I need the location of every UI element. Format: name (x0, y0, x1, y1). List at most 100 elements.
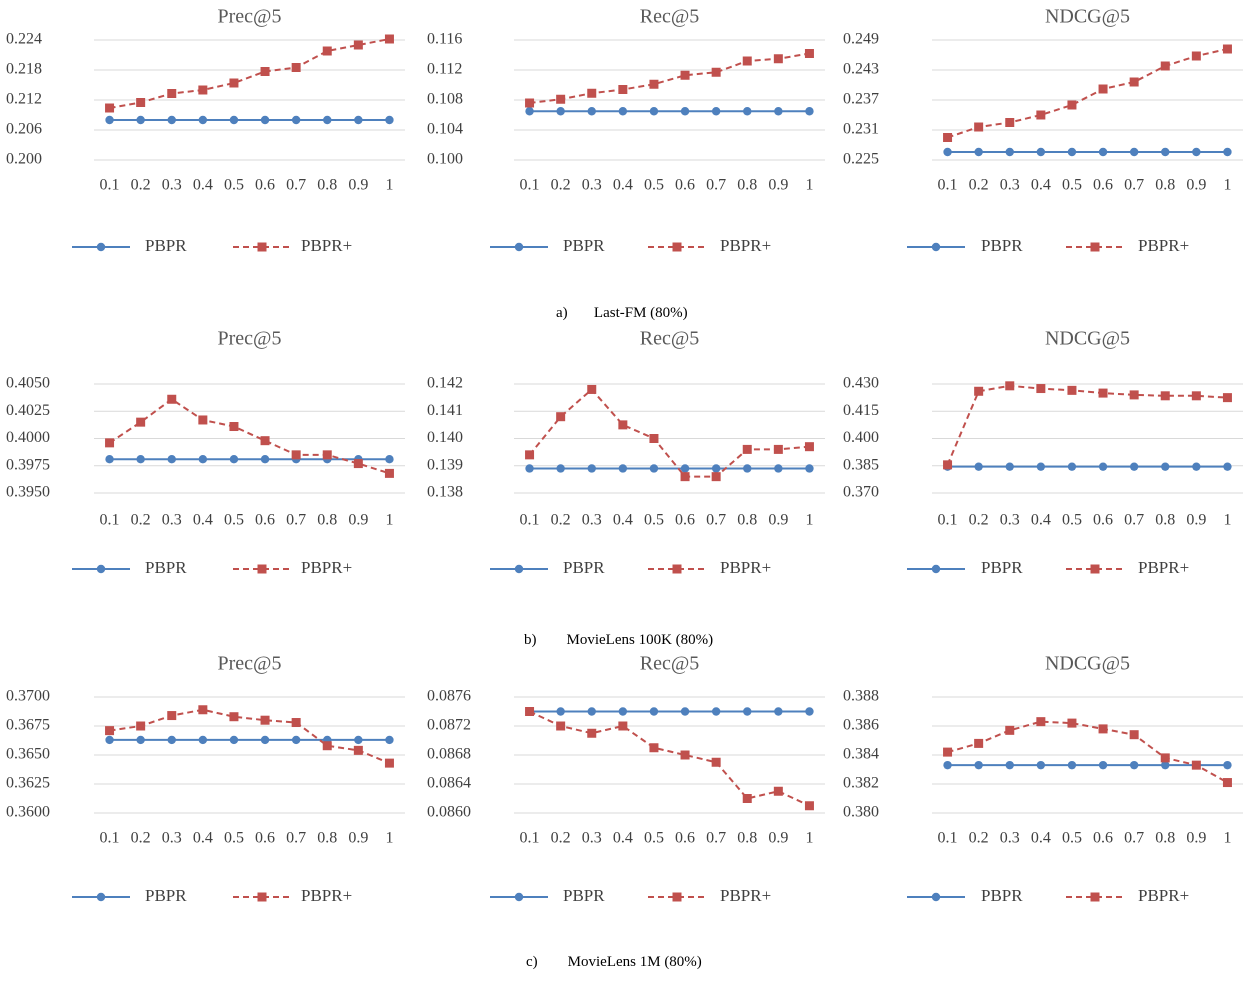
y-tick-label: 0.218 (6, 61, 42, 78)
pbpr-plus-point (556, 94, 566, 104)
pbpr-point (385, 115, 394, 125)
series-line-pbpr-plus (529, 710, 810, 807)
legend-marker-pbpr-plus (257, 564, 267, 574)
x-tick-label: 0.5 (224, 830, 244, 847)
pbpr-point (587, 107, 596, 116)
pbpr-plus-point (943, 460, 953, 470)
pbpr-plus-point (260, 436, 270, 446)
legend-marker-pbpr (931, 564, 941, 574)
legend-marker-pbpr-plus (1090, 564, 1100, 574)
x-tick-label: 0.4 (1031, 177, 1051, 194)
chart-a-3: NDCG@5 0.225 0.231 0.237 0.243 0.249 0.1 0.2 0.3… (843, 6, 1243, 255)
chart-title: NDCG@5 (1045, 328, 1130, 350)
x-tick-label: 0.5 (1062, 512, 1082, 529)
x-tick-label: 0.6 (1093, 512, 1113, 529)
pbpr-plus-point (680, 472, 690, 482)
x-tick-label: 0.4 (1031, 512, 1051, 529)
pbpr-point (1067, 760, 1077, 770)
legend-marker-pbpr-plus (672, 564, 682, 574)
pbpr-point (556, 464, 565, 473)
legend-marker-pbpr (514, 242, 524, 252)
x-tick-label: 0.3 (582, 177, 602, 194)
pbpr-plus-point (1222, 393, 1232, 403)
x-tick-label: 0.1 (100, 830, 120, 847)
pbpr-plus-point (773, 54, 783, 64)
pbpr-plus-point (742, 444, 752, 454)
x-tick-label: 0.8 (1155, 512, 1175, 529)
y-tick-label: 0.139 (427, 456, 463, 473)
x-tick-label: 0.7 (706, 830, 726, 847)
x-tick-label: 0.1 (520, 177, 540, 194)
y-tick-label: 0.385 (843, 456, 879, 473)
pbpr-point (1036, 462, 1046, 471)
chart-title: Rec@5 (640, 6, 700, 28)
x-tick-label: 0.1 (938, 512, 958, 529)
y-tick-label: 0.388 (843, 688, 879, 705)
pbpr-point (105, 115, 114, 125)
x-tick-label: 0.8 (1155, 177, 1175, 194)
x-tick-label: 0.3 (162, 512, 182, 529)
y-tick-label: 0.0876 (427, 688, 471, 705)
pbpr-plus-point (1129, 390, 1139, 400)
legend-marker-pbpr (514, 564, 524, 574)
pbpr-point (743, 464, 752, 473)
x-tick-label: 0.1 (938, 177, 958, 194)
pbpr-plus-point (291, 63, 301, 72)
legend-label-pbpr-plus: PBPR+ (720, 236, 771, 255)
pbpr-point (618, 707, 628, 716)
pbpr-point (229, 115, 239, 125)
pbpr-point (774, 107, 783, 116)
pbpr-point (1005, 462, 1014, 471)
pbpr-point (1129, 462, 1139, 471)
pbpr-plus-point (198, 415, 208, 425)
x-tick-label: 1 (385, 177, 393, 194)
chart-title: Prec@5 (218, 6, 282, 28)
pbpr-plus-point (773, 786, 783, 796)
pbpr-plus-point (587, 88, 597, 98)
chart-title: NDCG@5 (1045, 6, 1130, 28)
x-tick-label: 1 (805, 512, 813, 529)
pbpr-point (1129, 760, 1139, 770)
x-tick-label: 0.1 (100, 177, 120, 194)
pbpr-point (680, 464, 690, 473)
pbpr-plus-point (384, 758, 394, 768)
pbpr-point (1005, 147, 1014, 157)
y-tick-label: 0.231 (843, 121, 879, 138)
x-tick-label: 0.8 (1155, 830, 1175, 847)
pbpr-plus-point (1067, 100, 1077, 110)
pbpr-plus-point (1160, 391, 1170, 401)
pbpr-plus-point (353, 40, 363, 50)
x-tick-label: 0.3 (1000, 177, 1020, 194)
x-tick-label: 1 (385, 830, 393, 847)
y-tick-label: 0.142 (427, 375, 463, 392)
pbpr-point (136, 455, 145, 464)
y-tick-label: 0.384 (843, 746, 879, 763)
x-tick-label: 0.8 (737, 512, 757, 529)
pbpr-plus-point (618, 420, 628, 430)
pbpr-point (680, 107, 690, 116)
pbpr-plus-point (1036, 717, 1046, 727)
pbpr-plus-point (711, 67, 721, 77)
x-tick-label: 0.6 (255, 512, 275, 529)
pbpr-plus-point (587, 384, 597, 394)
x-tick-label: 0.6 (255, 830, 275, 847)
pbpr-plus-point (229, 422, 239, 432)
series-line-pbpr-plus (109, 38, 390, 109)
pbpr-plus-point (974, 122, 984, 132)
x-tick-label: 0.5 (644, 177, 664, 194)
pbpr-plus-point (1036, 384, 1046, 394)
series-line-pbpr-plus (947, 48, 1228, 139)
pbpr-plus-point (680, 70, 690, 80)
y-tick-label: 0.3675 (6, 717, 50, 734)
pbpr-point (1005, 760, 1014, 770)
chart-b-1: Prec@5 0.3950 0.3975 0.4000 0.4025 0.4050 0.1 0… (6, 328, 405, 577)
series-line-pbpr-plus (947, 720, 1228, 784)
x-tick-label: 0.9 (1186, 512, 1206, 529)
x-tick-label: 0.7 (286, 177, 306, 194)
pbpr-point (1067, 462, 1077, 471)
chart-c-1: Prec@5 0.3600 0.3625 0.3650 0.3675 0.3700 0.1 0… (6, 653, 405, 905)
legend-label-pbpr: PBPR (145, 886, 187, 905)
pbpr-plus-point (229, 78, 239, 88)
y-tick-label: 0.200 (6, 151, 42, 168)
pbpr-point (1161, 760, 1170, 770)
